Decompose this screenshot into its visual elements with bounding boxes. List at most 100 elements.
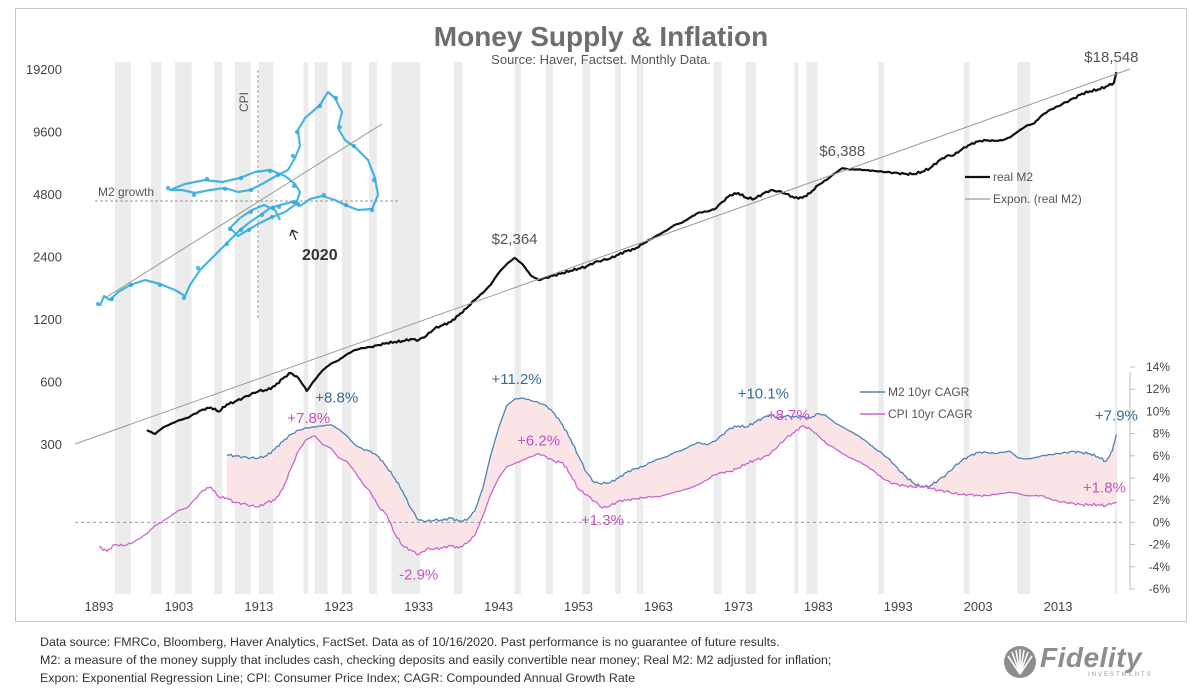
recession-band — [114, 62, 131, 594]
x-tick-label: 1903 — [164, 599, 193, 614]
x-tick-label: 1963 — [644, 599, 673, 614]
cagr-gap-shading — [226, 398, 1117, 555]
inset-point — [321, 192, 327, 198]
x-tick-label: 1923 — [324, 599, 353, 614]
inset-2020-label: 2020 — [302, 247, 338, 264]
inset-point — [343, 202, 349, 208]
x-tick-label: 1973 — [724, 599, 753, 614]
cagr-gap-area — [226, 398, 1117, 555]
recession-band — [713, 62, 722, 594]
pyramid-icon — [1004, 646, 1036, 678]
footnote-line-1: Data source: FMRCo, Bloomberg, Haver Ana… — [40, 635, 780, 649]
inset-point — [351, 143, 357, 149]
inset-point — [369, 207, 375, 213]
inset-point — [157, 282, 163, 288]
value-callout: $2,364 — [492, 231, 538, 248]
recession-band — [258, 62, 274, 594]
inset-point — [259, 212, 265, 218]
right-tick-label: 10% — [1146, 404, 1170, 418]
inset-point — [238, 175, 244, 181]
inset-point — [246, 227, 252, 233]
series-line-cpi-10yr-cagr — [98, 425, 1117, 556]
value-callout: $6,388 — [819, 143, 865, 160]
cagr-callout: +8.8% — [315, 390, 358, 407]
inset-point — [294, 129, 300, 135]
legend-label: M2 10yr CAGR — [888, 385, 970, 399]
left-tick-label: 4800 — [33, 187, 62, 202]
inset-point — [238, 227, 244, 233]
recession-band — [234, 62, 251, 594]
legend-label: Expon. (real M2) — [993, 192, 1082, 206]
inset-point — [191, 192, 197, 198]
recession-band — [369, 62, 378, 594]
recession-band — [514, 62, 521, 594]
recession-band — [314, 62, 328, 594]
right-tick-label: 12% — [1146, 382, 1170, 396]
inset-point — [222, 186, 228, 192]
cagr-callout: +11.2% — [491, 371, 541, 388]
right-tick-label: 2% — [1153, 493, 1171, 507]
chart-frame — [15, 8, 1187, 622]
legend-label: real M2 — [993, 170, 1033, 184]
recession-band — [453, 62, 463, 594]
recession-band — [214, 62, 223, 594]
inset-point — [291, 199, 297, 205]
inset-point — [267, 168, 273, 174]
cagr-callout: +7.8% — [287, 410, 330, 427]
x-tick-label: 2013 — [1044, 599, 1073, 614]
inset-point — [248, 209, 254, 215]
left-tick-label: 300 — [40, 437, 62, 452]
left-tick-label: 9600 — [33, 125, 62, 140]
recession-band — [303, 62, 309, 594]
x-tick-label: 1953 — [564, 599, 593, 614]
inset-point — [224, 241, 230, 247]
x-tick-label: 1913 — [244, 599, 273, 614]
right-tick-label: 4% — [1153, 471, 1171, 485]
inset-trend-line — [104, 123, 383, 299]
inset-point — [181, 295, 187, 301]
recession-band — [615, 62, 621, 594]
right-tick-label: -6% — [1149, 582, 1171, 596]
x-tick-label: 1993 — [884, 599, 913, 614]
arrow-icon — [289, 229, 299, 241]
cagr-callout: +1.8% — [1083, 479, 1126, 496]
series-lines — [74, 68, 1131, 556]
recession-band — [806, 62, 818, 594]
x-tick-label: 1933 — [404, 599, 433, 614]
series-line-m2-10yr-cagr — [226, 397, 1118, 523]
inset-point — [227, 226, 233, 232]
cagr-callout: +6.2% — [517, 433, 560, 450]
chart-title: Money Supply & Inflation — [434, 21, 768, 52]
logo-wordmark: Fidelity — [1040, 642, 1143, 673]
series-line-expon-real-m2 — [74, 68, 1131, 445]
left-tick-label: 19200 — [26, 62, 62, 77]
x-tick-label: 2003 — [964, 599, 993, 614]
value-callouts: $2,364 $6,388 $18,548 +8.8% +7.8% +11.2% +6.2%… — [287, 49, 1138, 583]
recession-band — [545, 62, 553, 594]
inset-point — [109, 296, 115, 302]
series-line-real-m2 — [146, 71, 1118, 436]
inset-point — [269, 214, 275, 220]
inset-point — [371, 177, 377, 183]
x-tick-label: 1943 — [484, 599, 513, 614]
inset-point — [204, 176, 210, 182]
right-tick-label: -4% — [1149, 560, 1171, 574]
recession-band — [1017, 62, 1031, 594]
recession-band — [794, 62, 799, 594]
right-tick-label: 14% — [1146, 360, 1170, 374]
inset-point — [195, 265, 201, 271]
inset-trajectory — [98, 90, 380, 307]
money-supply-inflation-chart: 19200 9600 4800 2400 1200 600 300 14% 12% 10% 8% 6%… — [26, 21, 1171, 614]
inset-point — [295, 201, 301, 207]
legend-label: CPI 10yr CAGR — [888, 407, 973, 421]
m2-cpi-inset-scatter: M2 growth CPI 2020 — [95, 70, 398, 318]
inset-point — [270, 205, 276, 211]
fidelity-logo: Fidelity INVESTMENTS — [1002, 642, 1172, 682]
recession-band — [582, 62, 590, 594]
recession-band — [963, 62, 970, 594]
footnote-line-3: Expon: Exponential Regression Line; CPI:… — [40, 671, 636, 685]
right-tick-label: 6% — [1153, 449, 1171, 463]
right-tick-label: 0% — [1153, 515, 1171, 529]
cagr-callout: +1.3% — [581, 512, 624, 529]
inset-point — [95, 301, 101, 307]
